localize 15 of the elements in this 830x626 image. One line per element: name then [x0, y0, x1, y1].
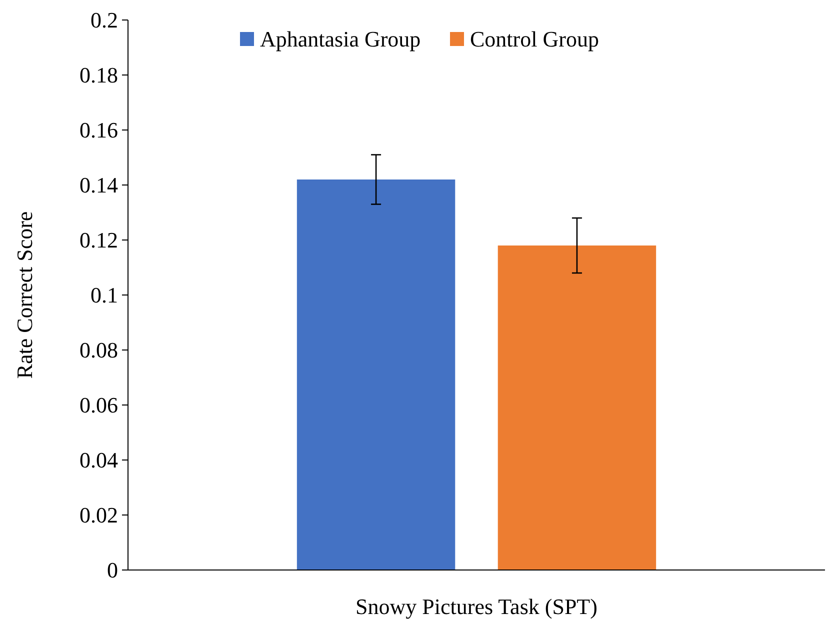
y-tick-label: 0.18 [80, 62, 118, 88]
y-tick-label: 0.14 [80, 172, 118, 198]
y-tick-label: 0.06 [80, 392, 118, 418]
legend-label: Aphantasia Group [260, 26, 421, 52]
y-tick-label: 0.1 [90, 282, 118, 308]
y-axis-title: Rate Correct Score [12, 211, 37, 379]
y-tick-label: 0 [107, 558, 118, 583]
y-tick-label: 0.04 [80, 448, 118, 473]
y-tick-label: 0.2 [90, 8, 118, 33]
x-tick-label: Snowy Pictures Task (SPT) [356, 594, 598, 619]
y-tick-label: 0.16 [80, 118, 118, 143]
y-tick-label: 0.02 [80, 502, 118, 528]
legend-label: Control Group [470, 26, 599, 52]
y-tick-label: 0.08 [80, 338, 118, 363]
y-tick-label: 0.12 [80, 228, 118, 253]
